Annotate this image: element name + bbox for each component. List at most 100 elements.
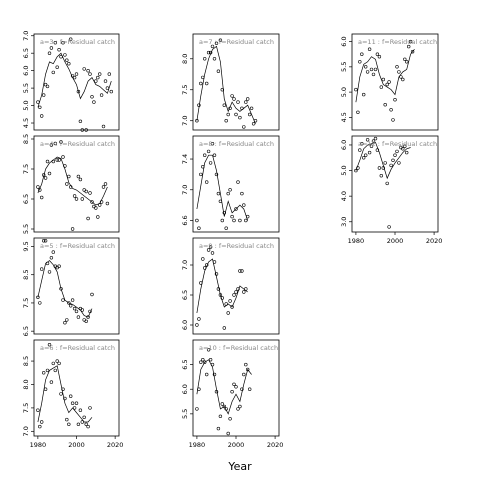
data-point	[197, 103, 201, 107]
data-point	[214, 390, 219, 394]
data-point	[92, 100, 96, 104]
x-tick-label: 2020	[267, 441, 284, 449]
data-point	[203, 57, 207, 61]
data-point	[99, 200, 104, 204]
data-point	[208, 245, 213, 249]
data-point	[49, 143, 54, 147]
y-tick-label: 5.0	[22, 100, 30, 110]
data-point	[201, 165, 205, 169]
data-point	[218, 293, 223, 297]
data-point	[230, 390, 234, 394]
y-tick-label: 7.0	[22, 426, 30, 436]
data-point	[67, 174, 71, 179]
data-point	[405, 60, 409, 64]
panel-label: a=6 : f=Residual catch	[40, 344, 115, 352]
data-point	[88, 309, 92, 314]
data-point	[55, 158, 59, 162]
y-tick-label: 8.0	[181, 54, 189, 64]
data-point	[244, 100, 248, 104]
data-point	[224, 407, 228, 411]
data-point	[59, 392, 63, 396]
data-point	[236, 180, 240, 184]
data-point	[67, 301, 71, 305]
data-point	[222, 211, 227, 215]
data-point	[205, 81, 209, 86]
y-tick-label: 6.5	[181, 290, 189, 300]
data-point	[59, 140, 63, 144]
data-point	[68, 37, 73, 41]
data-point	[391, 118, 395, 122]
data-point	[383, 102, 387, 107]
data-point	[92, 204, 96, 209]
data-point	[199, 81, 203, 86]
panel-4: 5.5 6.5 7.5 8.5 a=4 : f=Residual catch	[22, 134, 120, 234]
data-point	[212, 372, 217, 377]
data-point	[72, 306, 77, 311]
data-point	[205, 180, 209, 184]
data-point	[195, 323, 199, 327]
data-point	[203, 153, 207, 157]
panel-6: 7.0 7.5 8.0 8.5 1980 2000 2020 a=6 : f=Residual…	[22, 339, 123, 449]
y-tick-label: 6.5	[22, 48, 30, 58]
data-point	[362, 156, 366, 160]
panel-label: a=4 : f=Residual catch	[40, 140, 115, 148]
data-point	[51, 361, 55, 366]
y-tick-label: 8.0	[22, 379, 30, 389]
y-tick-label: 8.5	[22, 356, 30, 366]
panel-12: 3.0 4.0 5.0 6.0 1980 2000 2020 a=12 : f=Residua…	[340, 135, 442, 245]
data-point	[39, 195, 44, 200]
data-point	[214, 41, 219, 45]
y-tick-label: 5.5	[340, 62, 348, 72]
data-point	[218, 414, 223, 418]
y-tick-label: 7.5	[22, 164, 30, 174]
data-point	[236, 287, 240, 291]
data-point	[72, 406, 77, 410]
x-axis-title: Year	[228, 460, 252, 473]
data-point	[228, 299, 232, 303]
data-point	[74, 197, 79, 201]
data-point	[387, 80, 391, 84]
y-tick-label: 4.5	[340, 112, 348, 122]
data-point	[208, 161, 213, 165]
data-point	[45, 84, 50, 89]
data-point	[57, 158, 61, 162]
data-point	[395, 149, 399, 154]
y-tick-label: 6.5	[181, 359, 189, 369]
data-point	[249, 106, 254, 111]
data-point	[205, 263, 209, 267]
panel-10: 5.5 6.0 6.5 1980 2000 2020 a=10 : f=Residual c…	[181, 339, 284, 449]
data-point	[248, 387, 252, 391]
data-point	[222, 404, 227, 409]
data-point	[39, 267, 44, 271]
data-point	[105, 86, 110, 90]
trend-line	[355, 48, 415, 103]
data-point	[379, 85, 383, 89]
data-point	[63, 53, 67, 57]
panel-11: 4.5 5.0 5.5 6.0 a=11 : f=Residual catch	[340, 33, 439, 131]
trend-line	[37, 260, 93, 318]
data-point	[70, 227, 75, 231]
trend-line	[355, 141, 411, 180]
data-point	[70, 298, 75, 302]
data-point	[80, 197, 85, 201]
data-point	[51, 250, 55, 254]
data-point	[226, 191, 230, 196]
data-point	[109, 89, 114, 94]
data-point	[360, 142, 364, 146]
data-point	[403, 57, 407, 61]
data-point	[238, 404, 242, 409]
data-point	[96, 215, 100, 219]
data-point	[358, 148, 362, 152]
data-point	[226, 112, 230, 117]
data-point	[377, 166, 382, 170]
y-tick-label: 9.5	[22, 241, 30, 251]
data-point	[103, 182, 108, 186]
data-point	[76, 174, 81, 179]
data-point	[401, 77, 405, 82]
data-point	[234, 207, 238, 211]
panel-label: a=7 : f=Residual catch	[199, 38, 274, 46]
data-point	[397, 161, 401, 165]
data-point	[61, 155, 65, 159]
data-point	[210, 44, 215, 49]
